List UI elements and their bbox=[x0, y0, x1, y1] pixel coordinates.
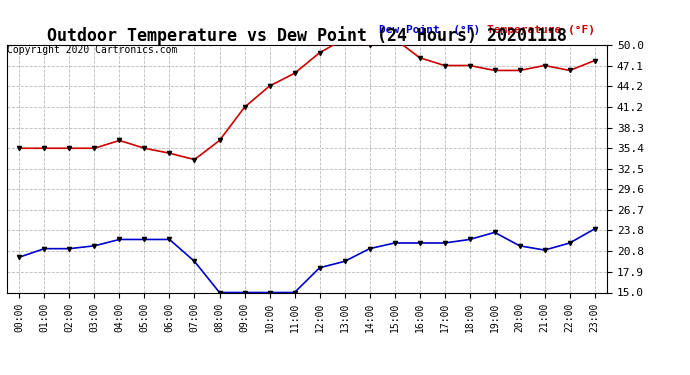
Text: Temperature (°F): Temperature (°F) bbox=[487, 25, 595, 35]
Title: Outdoor Temperature vs Dew Point (24 Hours) 20201118: Outdoor Temperature vs Dew Point (24 Hou… bbox=[47, 26, 567, 45]
Text: Dew Point  (°F): Dew Point (°F) bbox=[379, 25, 480, 35]
Text: Copyright 2020 Cartronics.com: Copyright 2020 Cartronics.com bbox=[7, 45, 177, 55]
